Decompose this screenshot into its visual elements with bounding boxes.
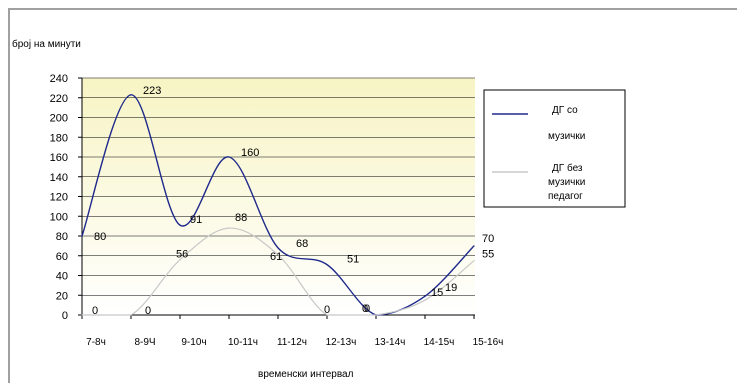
x-tick-label-6: 13-14ч [375, 337, 406, 348]
y-tick-labels: 0 20 40 60 80 100 120 140 160 180 200 220 240 [50, 73, 68, 322]
data-point-0-1 [130, 94, 132, 96]
x-tick-label-4: 11-12ч [277, 337, 307, 348]
data-label-0-7: 19 [445, 282, 457, 294]
data-label-1-3: 88 [235, 212, 247, 224]
data-point-1-5 [326, 314, 328, 316]
y-tick-label-10: 200 [50, 113, 68, 125]
y-tick-label-2: 40 [56, 271, 68, 283]
y-axis-label: број на минути [12, 38, 81, 50]
data-point-0-0 [81, 235, 83, 237]
x-tick-label-1: 8-9Ч [134, 337, 155, 348]
y-tick-label-6: 120 [50, 192, 68, 204]
y-tick-label-9: 180 [50, 132, 68, 144]
y-tick-label-0: 0 [62, 310, 68, 322]
data-label-0-0: 80 [94, 231, 106, 243]
data-label-1-8: 55 [482, 249, 494, 261]
legend-label-1-2: педагог [548, 191, 583, 202]
data-label-1-7: 15 [431, 287, 443, 299]
data-label-0-8: 70 [482, 233, 494, 245]
data-label-1-1: 0 [145, 305, 151, 317]
data-point-0-8 [473, 245, 475, 247]
legend-label-1-1: музички [548, 177, 585, 188]
data-label-0-2: 91 [190, 214, 202, 226]
data-point-0-4 [277, 247, 279, 249]
data-point-1-0 [81, 314, 83, 316]
x-tick-label-3: 10-11ч [228, 337, 258, 348]
data-label-0-5: 51 [347, 254, 359, 266]
y-tick-label-8: 160 [50, 152, 68, 164]
data-point-1-2 [179, 259, 181, 261]
data-label-1-4: 61 [270, 251, 282, 263]
y-tick-label-7: 140 [50, 172, 68, 184]
legend-label-0-1: музички [548, 131, 585, 142]
data-label-1-0: 0 [92, 305, 98, 317]
data-label-0-3: 160 [241, 147, 259, 159]
legend-box [483, 89, 626, 208]
data-label-1-2: 56 [176, 249, 188, 261]
y-tick-label-12: 240 [50, 73, 68, 85]
data-point-0-3 [228, 156, 230, 158]
x-tick-labels: 7-8ч 8-9Ч 9-10ч 10-11ч 11-12ч 12-13ч 13-14ч 14-… [86, 337, 503, 348]
data-point-1-1 [130, 314, 132, 316]
y-tick-label-1: 20 [56, 290, 68, 302]
x-tick-label-5: 12-13ч [326, 337, 357, 348]
series-lines [81, 94, 475, 316]
data-point-1-4 [277, 254, 279, 256]
data-point-1-8 [473, 260, 475, 262]
x-tick-label-7: 14-15ч [424, 337, 455, 348]
legend-label-1-0: ДГ без [552, 162, 583, 174]
x-tick-label-0: 7-8ч [86, 337, 106, 348]
y-tick-label-4: 80 [56, 231, 68, 243]
data-label-1-6: 0 [364, 303, 370, 315]
grid-lines [82, 77, 475, 296]
data-point-0-5 [326, 264, 328, 266]
data-point-0-7 [424, 295, 426, 297]
data-point-1-7 [424, 299, 426, 301]
legend: ДГ со музички ДГ без музички педагог [483, 89, 626, 208]
chart-frame [8, 8, 737, 383]
x-tick-label-2: 9-10ч [181, 337, 206, 348]
data-label-0-1: 223 [143, 85, 161, 97]
x-tick-label-8: 15-16ч [473, 337, 504, 348]
y-tick-label-3: 60 [56, 251, 68, 263]
data-point-1-3 [228, 227, 230, 229]
axes [78, 77, 475, 319]
data-label-0-6: 0 [362, 303, 368, 315]
data-point-1-6 [375, 314, 377, 316]
y-tick-label-5: 100 [50, 211, 68, 223]
data-point-0-2 [179, 224, 181, 226]
x-axis-label: временски интервал [258, 369, 354, 380]
y-tick-label-11: 220 [50, 93, 68, 105]
data-label-1-5: 0 [324, 304, 330, 316]
legend-label-0-0: ДГ со [552, 105, 578, 116]
data-label-0-4: 68 [296, 238, 308, 250]
